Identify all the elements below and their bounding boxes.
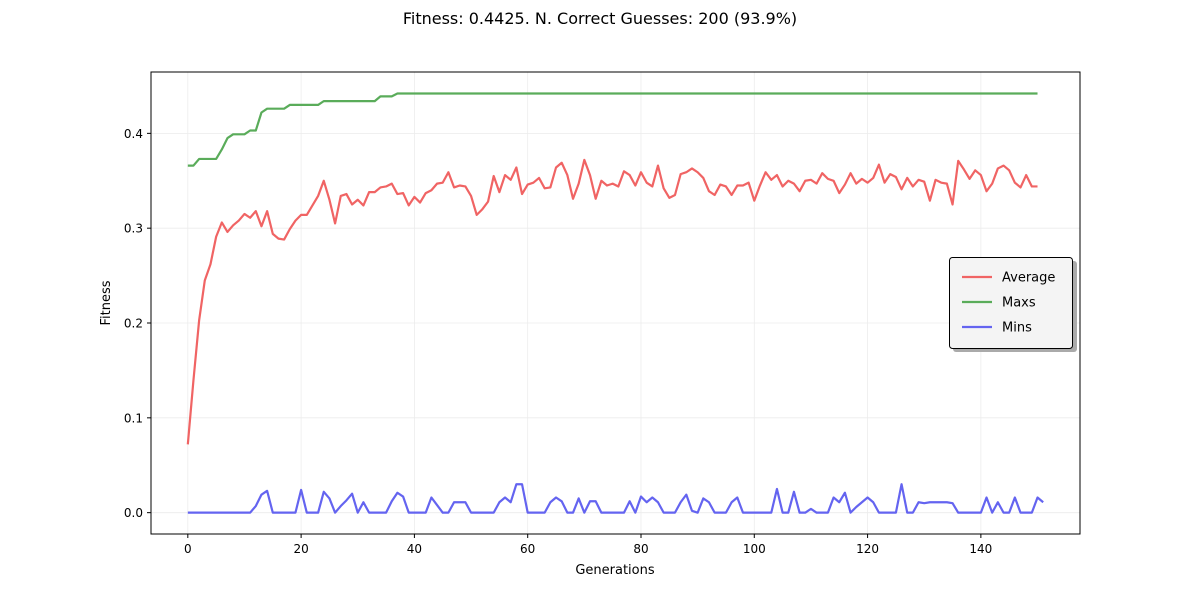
x-tick-label: 20	[293, 542, 308, 556]
legend-label-average: Average	[1002, 271, 1055, 286]
y-tick-label: 0.4	[124, 127, 143, 141]
legend: Average Maxs Mins	[949, 257, 1077, 352]
x-axis-label: Generations	[575, 563, 655, 578]
legend-label-maxs: Maxs	[1002, 296, 1036, 311]
plot-frame	[150, 71, 1081, 535]
y-axis-label: Fitness	[99, 280, 114, 325]
grid-layer	[151, 72, 1080, 534]
x-tick-label: 60	[520, 542, 535, 556]
tick-layer: 0 20 40 60 80 100 120 140 0.0 0.1 0.2 0.3 0.4	[124, 127, 992, 556]
series-line-maxs	[187, 92, 1038, 167]
x-tick-label: 100	[743, 542, 766, 556]
x-tick-label: 40	[407, 542, 422, 556]
x-tick-label: 0	[184, 542, 192, 556]
x-tick-label: 140	[969, 542, 992, 556]
y-tick-label: 0.3	[124, 222, 143, 236]
series-line-average	[186, 158, 1038, 445]
series-layer	[186, 92, 1044, 514]
legend-box	[949, 257, 1073, 349]
y-tick-label: 0.1	[124, 411, 143, 425]
x-tick-label: 120	[856, 542, 879, 556]
series-line-mins	[187, 483, 1044, 514]
y-tick-label: 0.0	[124, 506, 143, 520]
legend-label-mins: Mins	[1002, 321, 1032, 336]
chart-title: Fitness: 0.4425. N. Correct Guesses: 200…	[402, 9, 798, 28]
y-tick-label: 0.2	[124, 317, 143, 331]
x-tick-label: 80	[633, 542, 648, 556]
